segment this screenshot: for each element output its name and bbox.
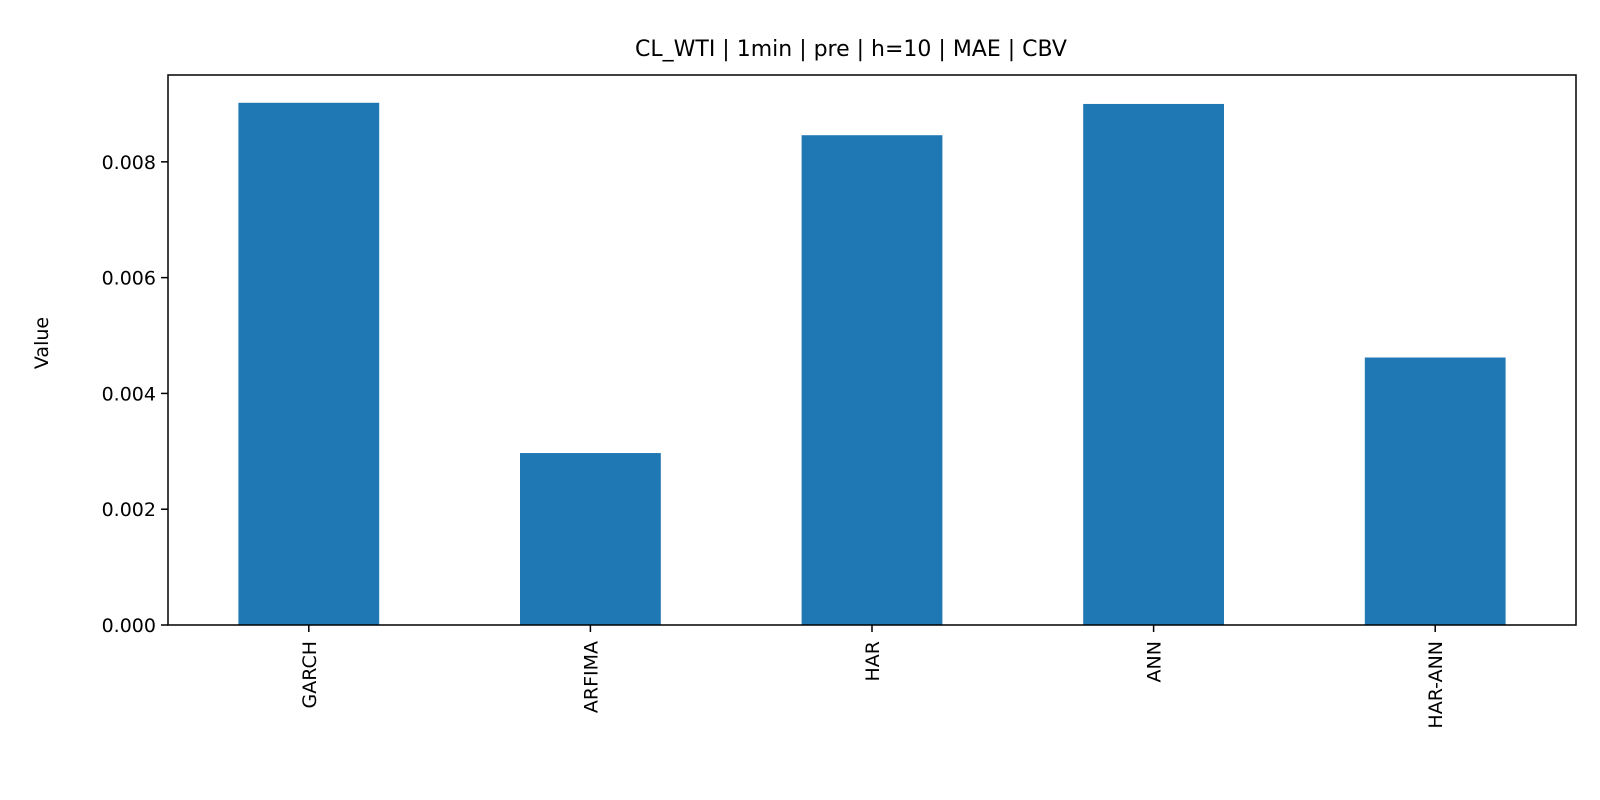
y-tick-label: 0.000 [102,615,156,637]
bar-arfima [520,453,661,625]
y-tick-label: 0.008 [102,152,156,174]
bar-garch [238,102,380,625]
x-tick-label: GARCH [299,641,321,709]
bars-group [238,102,1506,626]
bar-ann [1083,103,1224,625]
y-axis-label: Value [31,317,53,369]
y-tick-label: 0.004 [102,383,156,405]
bar-har [801,135,943,626]
bar-har-ann [1364,357,1506,625]
plot-frame [167,74,1577,626]
y-axis: 0.000 0.002 0.004 0.006 0.008 [102,152,168,637]
x-tick-label: HAR-ANN [1425,641,1447,729]
y-tick-label: 0.006 [102,268,156,290]
x-axis: GARCH ARFIMA HAR ANN HAR-ANN [299,625,1447,729]
x-tick-label: HAR [862,641,884,682]
x-tick-label: ARFIMA [580,641,602,713]
chart-title: CL_WTI | 1min | pre | h=10 | MAE | CBV [635,37,1067,62]
x-tick-label: ANN [1144,641,1166,682]
y-tick-label: 0.002 [102,499,156,521]
